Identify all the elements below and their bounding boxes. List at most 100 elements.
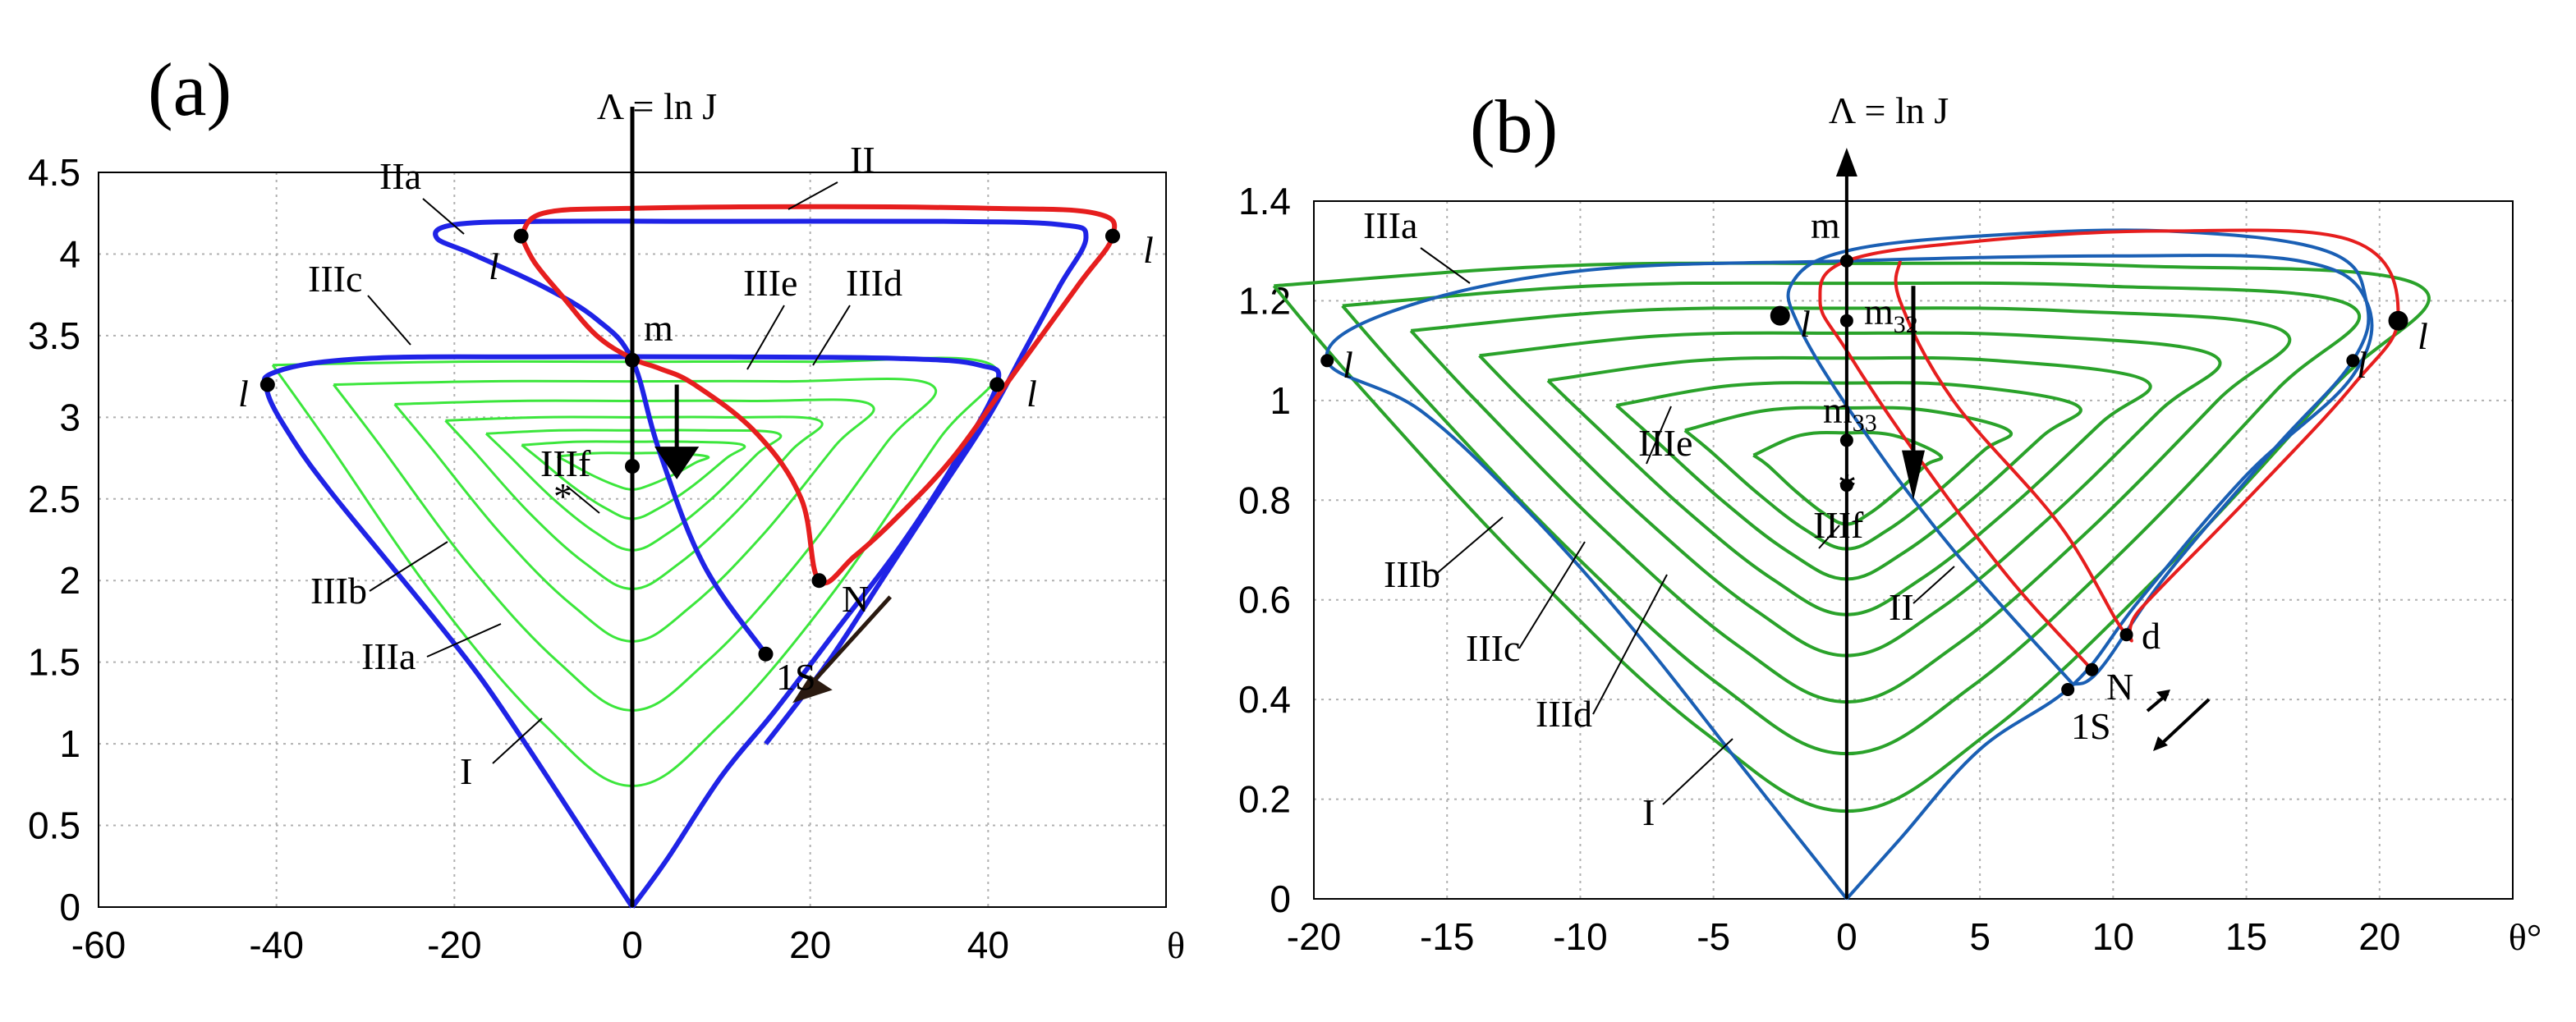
- label-l-m32: m32: [1864, 291, 1918, 338]
- label-l-IIIe: IIIe: [743, 262, 797, 304]
- label-l-l4: l: [2418, 315, 2428, 357]
- curve-III-contour: [1409, 306, 2292, 704]
- point-l_inner_right: [2346, 354, 2360, 368]
- x-tick-label: 20: [789, 923, 831, 966]
- leader-line: [1912, 566, 1955, 604]
- y-tick-label: 0.6: [1238, 579, 1291, 621]
- leader-line: [746, 305, 785, 370]
- y-tick-label: 3.5: [28, 314, 80, 357]
- point-l_right_upper: [1105, 228, 1120, 244]
- leader-line: [1592, 574, 1668, 715]
- leader-line: [422, 198, 465, 235]
- y-tick-label: 0.2: [1238, 778, 1291, 821]
- curve-III-contour: [484, 429, 783, 552]
- arrow-up-right-head: [2156, 690, 2170, 702]
- panel-b-label: (b): [1470, 85, 1558, 168]
- leader-line: [492, 717, 543, 764]
- panel-b-title: Λ = ln J: [1829, 89, 1949, 131]
- arrow-diag-head: [792, 675, 833, 703]
- x-tick-label: -20: [427, 923, 481, 966]
- label-l-IIIa: IIIa: [1363, 204, 1417, 246]
- x-tick-label: -20: [1287, 915, 1341, 958]
- point-m33: [1839, 433, 1853, 447]
- curve-III-contour: [393, 398, 875, 643]
- label-l-l1: l: [238, 373, 249, 415]
- curve-III-contour: [271, 356, 999, 787]
- panel-a-label: (a): [148, 48, 232, 131]
- y-tick-label: 1: [59, 722, 80, 765]
- label-l-IIIf: IIIf: [540, 442, 591, 484]
- point-m: [1839, 254, 1853, 268]
- x-tick-label: 15: [2225, 915, 2267, 958]
- label-l-II: II: [1889, 586, 1914, 628]
- arrow-down-head: [1902, 450, 1925, 501]
- leader-line: [1646, 406, 1672, 465]
- point-1S: [2061, 683, 2075, 696]
- point-d: [2119, 628, 2133, 642]
- label-l-IIIc: IIIc: [1466, 627, 1520, 669]
- label-l-I: I: [460, 750, 472, 792]
- label-l-l1: l: [1343, 344, 1353, 386]
- x-tick-label: 20: [2358, 915, 2400, 958]
- point-l_right_lower: [990, 377, 1005, 392]
- y-tick-label: 1.5: [28, 641, 80, 684]
- point-star: [1839, 479, 1853, 493]
- leader-line: [566, 485, 600, 514]
- leader-line: [787, 181, 838, 210]
- arrow-down-left-head: [2153, 736, 2168, 751]
- label-l-IIIc: IIIc: [308, 258, 362, 300]
- panel-a-title: Λ = ln J: [597, 85, 717, 127]
- panel-b-x-ticks: -20 -15 -10 -5 0 5 10 15 20 θ°: [1287, 915, 2542, 958]
- arrow-diag: [799, 595, 893, 697]
- label-l-IIIa: IIIa: [361, 635, 416, 677]
- y-tick-label: 4.5: [28, 151, 80, 194]
- label-l-m33: m33: [1823, 389, 1877, 437]
- curve-III-contour: [333, 378, 938, 712]
- leader-line: [1420, 247, 1471, 284]
- leader-line: [1435, 516, 1504, 575]
- x-tick-label: -15: [1420, 915, 1474, 958]
- label-l-I: I: [1642, 791, 1655, 833]
- point-l_right: [2388, 310, 2408, 331]
- label-l-l3: l: [2357, 344, 2367, 386]
- x-tick-label: 0: [622, 923, 643, 966]
- x-tick-label: 40: [967, 923, 1009, 966]
- label-l-star: *: [1838, 465, 1857, 507]
- y-tick-label: 0.4: [1238, 678, 1291, 721]
- panel-a-curves: [261, 107, 1118, 909]
- label-l-IIIe: IIIe: [1638, 422, 1692, 464]
- panel-b-annotations: IIIaIIIeIIIbIIIcIIIdIIIfIIImm32m33*dN1Sl…: [1320, 89, 2428, 833]
- curve-I: [1325, 254, 2374, 901]
- point-l_left_upper: [513, 228, 529, 244]
- curve-III-contour: [444, 415, 824, 590]
- label-l-II: II: [850, 139, 875, 181]
- x-tick-label: -40: [249, 923, 303, 966]
- curve-III-contour: [1341, 281, 2362, 756]
- point-m32: [1839, 314, 1853, 328]
- x-tick-label: 0: [1836, 915, 1857, 958]
- label-l-l2: l: [1800, 303, 1811, 345]
- label-l-IIa: IIa: [379, 155, 421, 197]
- label-l-l3: l: [489, 245, 499, 287]
- y-tick-label: 3: [59, 396, 80, 438]
- curve-III-contour: [1546, 355, 2152, 616]
- point-star: [625, 459, 640, 474]
- label-l-N: N: [842, 578, 869, 620]
- point-l_left_lower: [259, 377, 275, 392]
- point-N: [2085, 662, 2099, 676]
- label-l-star: *: [553, 475, 572, 517]
- x-tick-label: -60: [71, 923, 126, 966]
- x-axis-label: θ: [1167, 924, 1185, 966]
- label-l-IIId: IIId: [1536, 693, 1592, 735]
- y-tick-label: 2: [59, 559, 80, 602]
- label-l-N: N: [2106, 666, 2133, 708]
- y-tick-label: 4: [59, 232, 80, 275]
- y-tick-label: 1.4: [1238, 180, 1291, 222]
- point-l_left: [1320, 354, 1334, 368]
- label-l-IIIf: IIIf: [1813, 504, 1864, 546]
- panel-a-annotations: II IIa IIIc IIIe IIId IIIf IIIb IIIa Im N 1S * l l l l Λ…: [238, 85, 1154, 792]
- label-l-IIIb: IIIb: [310, 570, 367, 612]
- x-axis-label: θ°: [2509, 916, 2542, 958]
- y-tick-label: 0.5: [28, 804, 80, 847]
